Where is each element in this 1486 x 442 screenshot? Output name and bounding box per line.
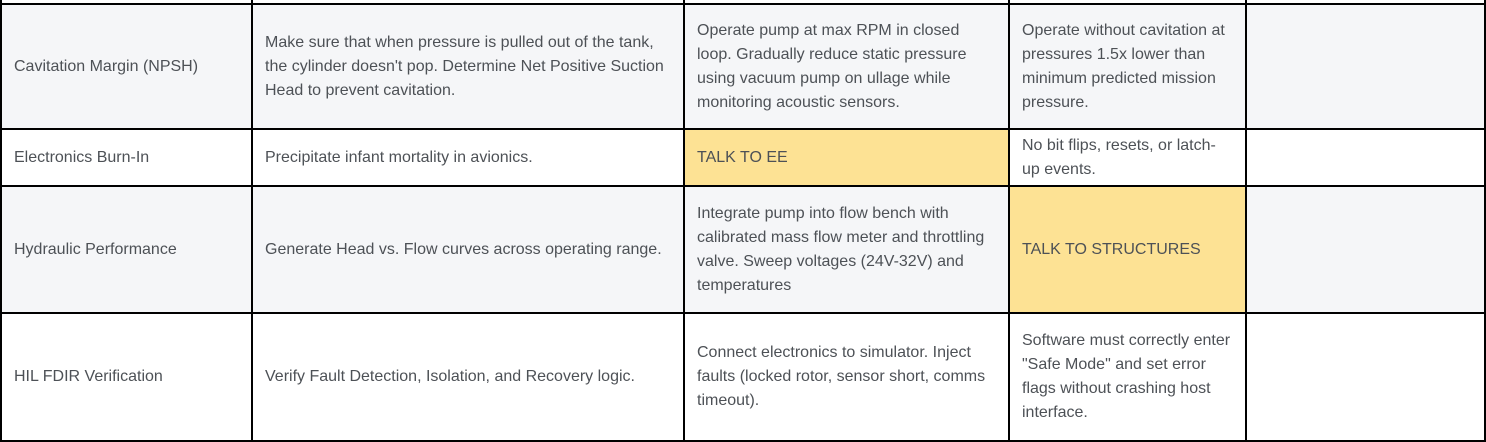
criteria-cell[interactable]: Operate without cavitation at pressures … bbox=[1010, 5, 1247, 130]
test-name-cell[interactable]: Electronics Burn-In bbox=[2, 130, 253, 187]
criteria-cell[interactable]: TALK TO STRUCTURES bbox=[1010, 187, 1247, 314]
notes-cell[interactable] bbox=[1247, 130, 1484, 187]
objective-cell[interactable]: Generate Head vs. Flow curves across ope… bbox=[253, 187, 685, 314]
criteria-cell[interactable]: No bit flips, resets, or latch-up events… bbox=[1010, 130, 1247, 187]
procedure-text: TALK TO EE bbox=[697, 148, 788, 166]
notes-cell[interactable] bbox=[1247, 5, 1484, 130]
clipped-row-cell bbox=[685, 0, 1010, 5]
test-name-cell[interactable]: Hydraulic Performance bbox=[2, 187, 253, 314]
objective-text: Precipitate infant mortality in avionics… bbox=[265, 148, 533, 166]
procedure-cell[interactable]: Connect electronics to simulator. Inject… bbox=[685, 314, 1010, 440]
test-name-text: HIL FDIR Verification bbox=[14, 368, 163, 385]
clipped-row-cell bbox=[1010, 0, 1247, 5]
objective-text: Make sure that when pressure is pulled o… bbox=[265, 33, 664, 99]
test-name-cell[interactable]: HIL FDIR Verification bbox=[2, 314, 253, 440]
criteria-text: No bit flips, resets, or latch-up events… bbox=[1022, 136, 1216, 178]
objective-cell[interactable]: Verify Fault Detection, Isolation, and R… bbox=[253, 314, 685, 440]
criteria-text: TALK TO STRUCTURES bbox=[1022, 240, 1201, 258]
clipped-row-cell bbox=[2, 0, 253, 5]
objective-cell[interactable]: Precipitate infant mortality in avionics… bbox=[253, 130, 685, 187]
procedure-cell[interactable]: Integrate pump into flow bench with cali… bbox=[685, 187, 1010, 314]
objective-text: Generate Head vs. Flow curves across ope… bbox=[265, 240, 662, 258]
test-name-text: Hydraulic Performance bbox=[14, 240, 177, 258]
procedure-text: Operate pump at max RPM in closed loop. … bbox=[697, 21, 967, 111]
criteria-text: Operate without cavitation at pressures … bbox=[1022, 21, 1225, 111]
criteria-text: Software must correctly enter "Safe Mode… bbox=[1022, 332, 1231, 421]
procedure-text: Connect electronics to simulator. Inject… bbox=[697, 344, 986, 409]
procedure-cell[interactable]: Operate pump at max RPM in closed loop. … bbox=[685, 5, 1010, 130]
criteria-cell[interactable]: Software must correctly enter "Safe Mode… bbox=[1010, 314, 1247, 440]
test-name-text: Electronics Burn-In bbox=[14, 148, 150, 166]
clipped-row-cell bbox=[253, 0, 685, 5]
objective-text: Verify Fault Detection, Isolation, and R… bbox=[265, 368, 635, 385]
procedure-text: Integrate pump into flow bench with cali… bbox=[697, 204, 985, 294]
notes-cell[interactable] bbox=[1247, 187, 1484, 314]
clipped-row-cell bbox=[1247, 0, 1484, 5]
notes-cell[interactable] bbox=[1247, 314, 1484, 440]
objective-cell[interactable]: Make sure that when pressure is pulled o… bbox=[253, 5, 685, 130]
procedure-cell[interactable]: TALK TO EE bbox=[685, 130, 1010, 187]
test-name-cell[interactable]: Cavitation Margin (NPSH) bbox=[2, 5, 253, 130]
test-name-text: Cavitation Margin (NPSH) bbox=[14, 57, 199, 75]
